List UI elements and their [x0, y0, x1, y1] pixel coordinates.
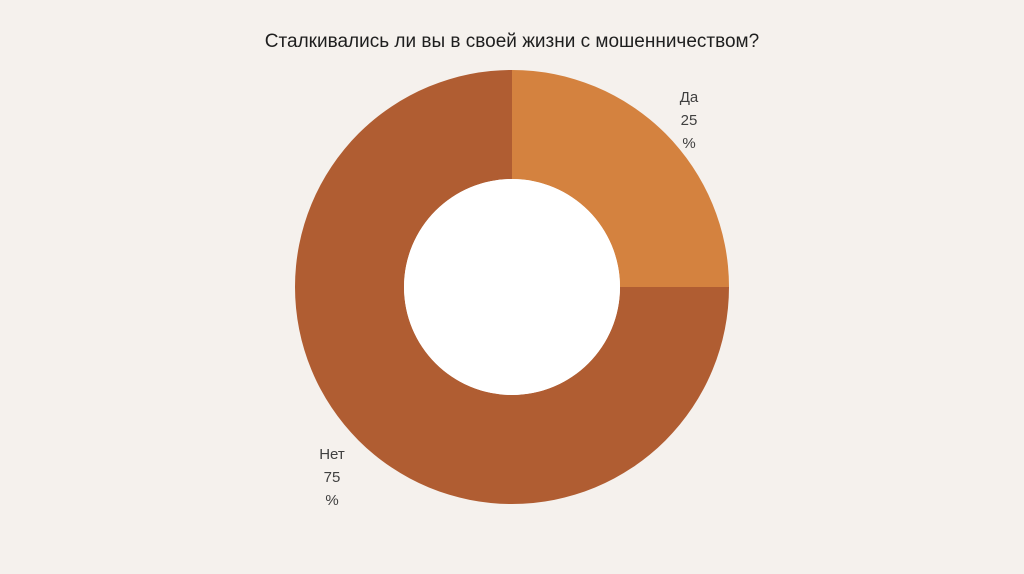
slice-label-no-name: Нет	[319, 446, 345, 463]
slice-label-no-value: 75	[323, 469, 341, 486]
slice-label-yes: Да 25 %	[669, 86, 709, 155]
slice-yes	[512, 70, 729, 287]
slice-label-yes-name: Да	[679, 89, 699, 106]
slice-label-no-unit: %	[325, 492, 339, 509]
slice-no	[295, 70, 729, 504]
chart-title: Сталкивались ли вы в своей жизни с мошен…	[264, 31, 760, 52]
slice-label-yes-unit: %	[682, 135, 696, 152]
donut-hole	[404, 179, 620, 395]
slice-label-yes-value: 25	[680, 112, 698, 129]
slice-label-no: Нет 75 %	[312, 443, 352, 512]
